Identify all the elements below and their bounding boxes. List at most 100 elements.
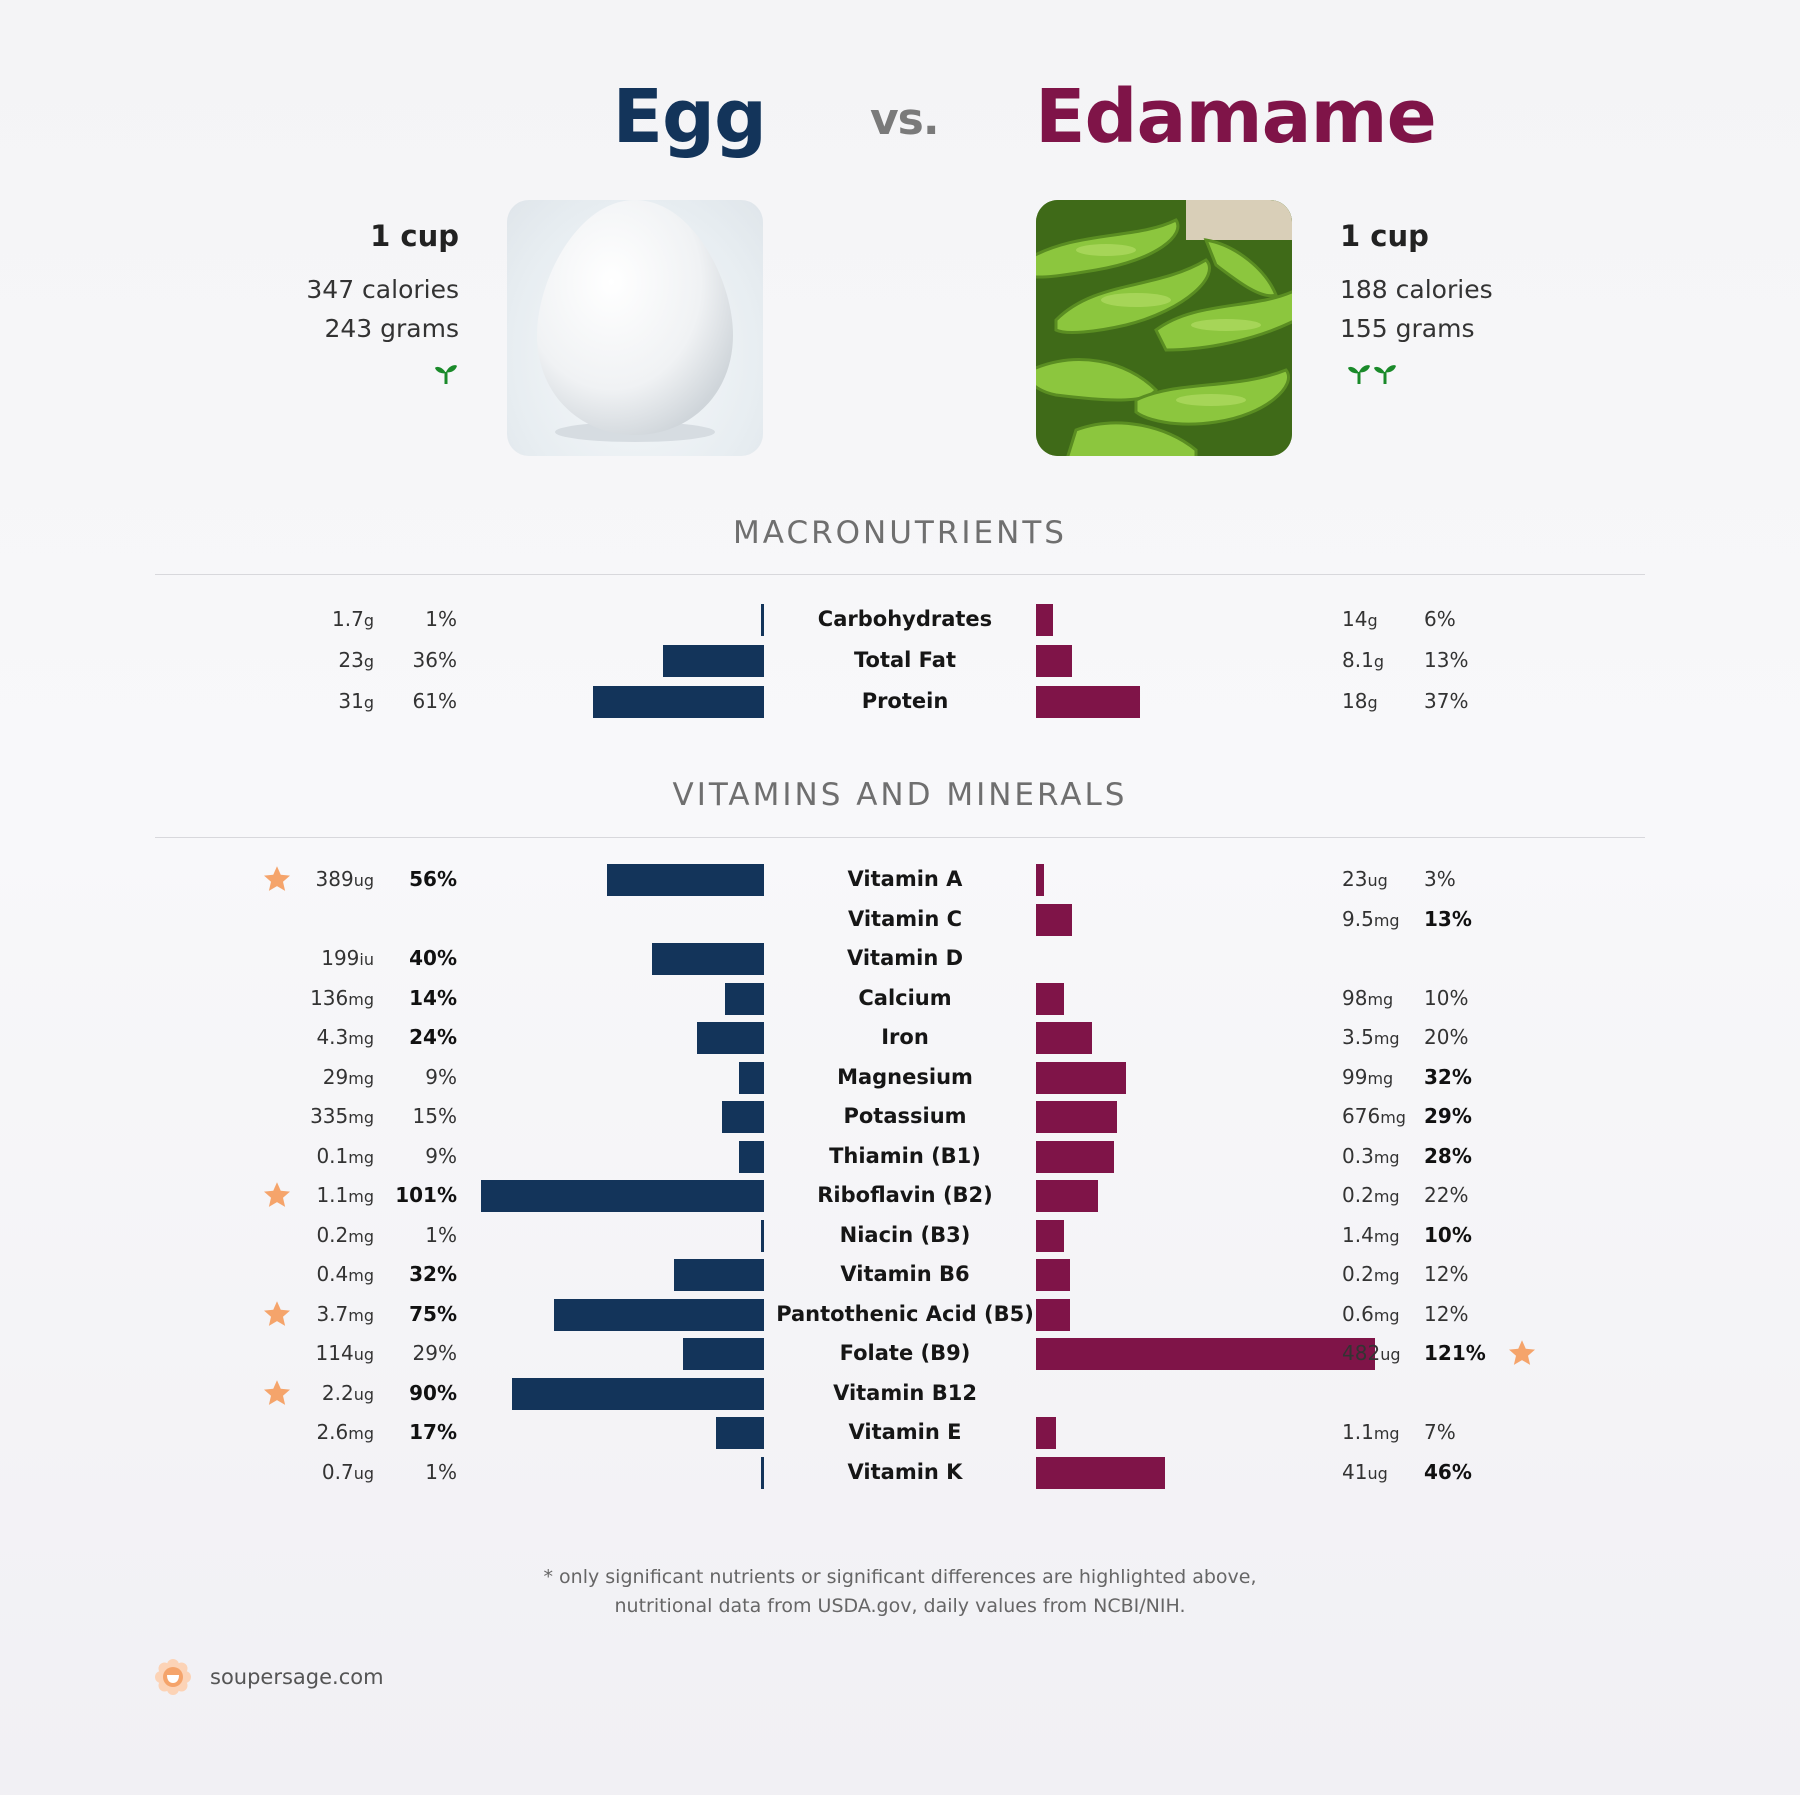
right-daily-percent: 29% [1424, 1104, 1472, 1128]
star-icon [262, 1180, 292, 1210]
left-amount-unit: mg [348, 1305, 374, 1325]
right-bar [1036, 982, 1064, 1015]
left-daily-percent: 61% [412, 689, 457, 713]
star-icon [262, 1299, 292, 1329]
left-daily-percent: 40% [409, 946, 457, 970]
left-daily-percent: 24% [409, 1025, 457, 1049]
right-amount: 9.5mg [1342, 909, 1400, 929]
left-daily-percent: 15% [412, 1104, 457, 1128]
left-serving-size: 1 cup [370, 219, 459, 253]
left-bar [716, 1417, 764, 1449]
left-amount: 1.7g [332, 609, 374, 629]
left-amount-value: 199 [321, 946, 360, 970]
right-amount: 99mg [1342, 1067, 1393, 1087]
left-amount: 31g [338, 691, 374, 711]
left-amount-unit: iu [359, 950, 374, 969]
left-amount-unit: ug [353, 1345, 374, 1364]
right-amount-value: 41 [1342, 1459, 1368, 1484]
right-amount-unit: mg [1367, 989, 1394, 1009]
vitamins-heading: VITAMINS AND MINERALS [672, 777, 1128, 813]
right-amount: 676mg [1342, 1106, 1406, 1126]
right-bar [1036, 1101, 1118, 1133]
left-amount-value: 29 [322, 1064, 349, 1089]
right-amount-value: 0.3 [1342, 1143, 1374, 1168]
left-amount: 389ug [316, 869, 374, 889]
macronutrients-divider [155, 574, 1645, 575]
nutrient-label: Carbohydrates [817, 607, 993, 631]
right-amount: 0.6mg [1342, 1304, 1400, 1324]
right-amount-unit: mg [1373, 1305, 1400, 1325]
sprout-icon [1374, 365, 1396, 384]
right-amount-unit: mg [1373, 1029, 1400, 1048]
nutrient-label: Riboflavin (B2) [817, 1183, 993, 1207]
macronutrients-heading: MACRONUTRIENTS [733, 515, 1067, 551]
star-icon [262, 864, 292, 894]
right-amount-value: 18 [1342, 689, 1368, 713]
nutrient-label: Protein [861, 689, 949, 713]
left-amount: 3.7mg [316, 1304, 374, 1324]
right-amount-value: 3.5 [1342, 1025, 1374, 1049]
left-amount-value: 0.4 [316, 1262, 349, 1286]
right-bar [1036, 1219, 1064, 1252]
left-amount-unit: mg [348, 1029, 374, 1048]
left-amount: 0.2mg [316, 1225, 374, 1245]
left-bar [738, 1140, 764, 1173]
left-amount-unit: mg [348, 1187, 374, 1206]
right-amount-value: 9.5 [1342, 906, 1374, 931]
right-amount: 0.2mg [1342, 1264, 1400, 1284]
left-food-title: Egg [612, 74, 767, 160]
star-icon [262, 1378, 292, 1408]
nutrient-label: Magnesium [837, 1064, 973, 1089]
nutrient-label: Calcium [858, 985, 952, 1010]
right-weight: 155 grams [1340, 314, 1475, 343]
left-calories: 347 calories [306, 275, 459, 304]
right-bar [1036, 864, 1045, 896]
left-amount-unit: ug [353, 1384, 374, 1404]
right-bar [1036, 604, 1053, 636]
right-amount-unit: mg [1373, 1147, 1400, 1167]
right-amount-unit: ug [1380, 1345, 1401, 1364]
right-amount-value: 0.6 [1342, 1301, 1374, 1326]
left-amount-unit: g [363, 693, 374, 712]
left-amount-value: 0.2 [316, 1222, 349, 1247]
left-amount-value: 2.6 [316, 1420, 349, 1444]
right-bar [1036, 1417, 1056, 1449]
left-amount-value: 0.1 [316, 1143, 349, 1168]
nutrient-label: Vitamin K [847, 1459, 963, 1484]
right-amount-unit: mg [1373, 910, 1400, 930]
right-daily-percent: 7% [1424, 1420, 1456, 1444]
right-daily-percent: 12% [1424, 1301, 1469, 1326]
left-bar [724, 982, 764, 1015]
left-amount-value: 31 [338, 689, 364, 713]
right-amount: 14g [1342, 609, 1378, 629]
right-amount: 8.1g [1342, 650, 1384, 670]
right-calories: 188 calories [1340, 275, 1493, 304]
right-amount-unit: mg [1367, 1068, 1394, 1088]
left-daily-percent: 75% [409, 1301, 457, 1326]
left-amount-unit: mg [348, 1108, 374, 1127]
nutrient-label: Niacin (B3) [839, 1222, 971, 1247]
right-bar [1036, 1180, 1098, 1212]
left-daily-percent: 90% [409, 1380, 457, 1405]
right-amount: 0.3mg [1342, 1146, 1400, 1166]
left-amount-unit: g [363, 652, 374, 671]
right-amount-value: 14 [1342, 607, 1368, 631]
left-amount: 2.6mg [316, 1422, 374, 1442]
right-amount-value: 1.4 [1342, 1222, 1374, 1247]
left-amount-unit: mg [348, 1068, 374, 1088]
left-daily-percent: 36% [412, 648, 457, 672]
left-amount: 114ug [316, 1343, 374, 1363]
soupersage-logo-icon [155, 1659, 191, 1695]
nutrient-label: Thiamin (B1) [829, 1143, 981, 1168]
right-serving-size: 1 cup [1340, 219, 1429, 253]
right-amount-value: 0.2 [1342, 1183, 1374, 1207]
left-bar [674, 1259, 764, 1291]
left-bar [663, 645, 764, 677]
right-daily-percent: 10% [1424, 985, 1469, 1010]
nutrient-label: Vitamin B6 [840, 1262, 970, 1286]
left-bar [722, 1101, 764, 1133]
right-daily-percent: 6% [1424, 607, 1456, 631]
brand-name[interactable]: soupersage.com [210, 1665, 384, 1689]
left-amount-unit: mg [348, 989, 374, 1009]
sprout-icon [1348, 365, 1370, 384]
